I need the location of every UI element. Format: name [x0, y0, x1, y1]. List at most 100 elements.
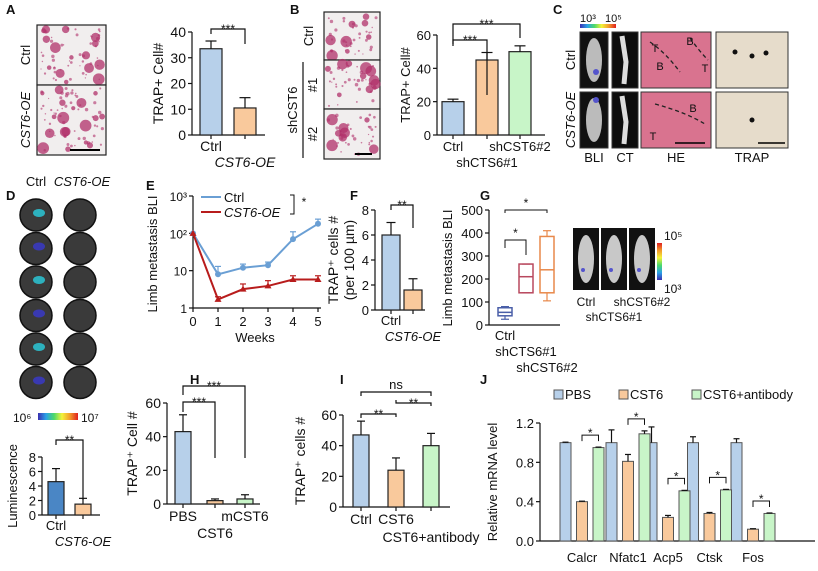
- stained-cell: [96, 125, 99, 128]
- stained-cell: [335, 113, 339, 118]
- x-tick-label: Ctsk: [697, 550, 724, 565]
- data-point: [239, 285, 247, 292]
- significance-bracket: [709, 476, 727, 484]
- legend-swatch: [553, 389, 564, 400]
- stained-cell: [73, 130, 76, 132]
- stained-cell: [370, 128, 374, 132]
- stained-cell: [92, 115, 99, 122]
- x-tick-label: CST6+antibody: [383, 529, 480, 545]
- stained-cell: [51, 58, 56, 62]
- group-label: shCST6: [285, 87, 300, 134]
- stained-cell: [63, 134, 67, 138]
- stained-cell: [44, 113, 47, 115]
- stained-cell: [91, 36, 93, 38]
- y-axis-label: Relative mRNA level: [485, 423, 500, 542]
- y-tick-label: 60: [145, 395, 161, 411]
- bli-signal: [33, 242, 45, 251]
- y-tick-label: 0: [424, 128, 431, 143]
- y-tick-label: 20: [170, 76, 186, 92]
- significance-bracket: [55, 439, 84, 500]
- significance-label: ***: [479, 17, 493, 31]
- stained-cell: [368, 82, 372, 87]
- y-tick-label: 4: [362, 253, 369, 268]
- data-point: [264, 282, 272, 289]
- stained-cell: [90, 35, 92, 37]
- bar-PBS: [174, 431, 192, 505]
- colorbar-label: 10⁷: [81, 411, 99, 425]
- y-tick-label: 20: [417, 95, 431, 110]
- box-shCTS6#1: [518, 263, 534, 294]
- stained-cell: [52, 66, 56, 70]
- bar-CST6-OE: [233, 107, 257, 136]
- stained-cell: [48, 122, 52, 126]
- stained-cell: [374, 125, 377, 128]
- y-tick-label: 40: [417, 61, 431, 76]
- stained-cell: [64, 104, 68, 108]
- row-label: Ctrl: [301, 26, 316, 46]
- bar-Ctrl: [381, 234, 401, 311]
- stained-cell: [69, 101, 73, 105]
- stained-cell: [42, 104, 45, 108]
- stained-cell: [40, 107, 43, 110]
- panel-label: B: [290, 2, 299, 17]
- x-tick-label: Acp5: [653, 550, 683, 565]
- y-tick-label: 0.0: [516, 534, 534, 549]
- y-tick-label: 8: [362, 203, 369, 218]
- stained-cell: [325, 34, 336, 46]
- stained-cell: [91, 115, 94, 118]
- y-tick-label: 1: [180, 302, 187, 316]
- x-tick-label: 5: [314, 314, 321, 329]
- legend-label: CST6+antibody: [703, 387, 793, 402]
- significance-label: *: [588, 426, 593, 440]
- stained-cell: [360, 62, 372, 75]
- bli-signal: [33, 309, 45, 318]
- stained-cell: [336, 92, 342, 98]
- bli-signal: [33, 343, 45, 351]
- stained-cell: [96, 57, 99, 59]
- stained-cell: [98, 30, 101, 33]
- panel-label: H: [190, 372, 199, 387]
- stained-cell: [356, 65, 358, 68]
- stained-cell: [99, 87, 102, 90]
- colorbar-label: 10³: [580, 13, 596, 25]
- bli-signal: [581, 268, 585, 272]
- bar-Ctrl: [441, 101, 465, 136]
- stained-cell: [332, 77, 336, 81]
- mouse-label: shCST6#2: [614, 295, 671, 309]
- stained-cell: [346, 123, 350, 127]
- stained-cell: [374, 16, 378, 20]
- bar-CST6+antibody-Acp5: [678, 490, 691, 542]
- column-label: CST6-OE: [54, 174, 111, 189]
- series-line-CST6-OE: [192, 232, 318, 301]
- x-tick-label: Ctrl: [381, 313, 401, 328]
- stained-cell: [59, 99, 66, 106]
- stained-cell: [51, 114, 57, 120]
- stained-cell: [43, 148, 47, 152]
- mouse-label: shCTS6#1: [586, 310, 643, 324]
- stained-cell: [369, 45, 373, 49]
- micrograph-sh2: [323, 108, 381, 160]
- x-axis-label: Weeks: [235, 330, 275, 345]
- data-point: [214, 295, 222, 302]
- stained-cell: [347, 143, 350, 146]
- stained-cell: [373, 115, 376, 119]
- y-tick-label: 300: [461, 249, 483, 264]
- stained-cell: [342, 16, 346, 20]
- tumor-boundary: [649, 37, 709, 73]
- stained-cell: [368, 31, 371, 34]
- significance-bracket: [395, 400, 432, 406]
- stained-cell: [340, 151, 342, 153]
- stained-cell: [40, 68, 42, 70]
- significance-label: ***: [192, 395, 206, 409]
- data-point: [265, 262, 271, 269]
- bone-shape: [619, 35, 629, 85]
- bar-CST6+antibody-Nfatc1: [638, 433, 651, 542]
- bar-Ctrl: [199, 48, 223, 136]
- stained-cell: [97, 64, 99, 67]
- stained-cell: [100, 127, 104, 131]
- stained-cell: [338, 133, 347, 142]
- stained-cell: [79, 65, 81, 67]
- tumor-boundary: [654, 103, 706, 125]
- stained-cell: [98, 40, 100, 43]
